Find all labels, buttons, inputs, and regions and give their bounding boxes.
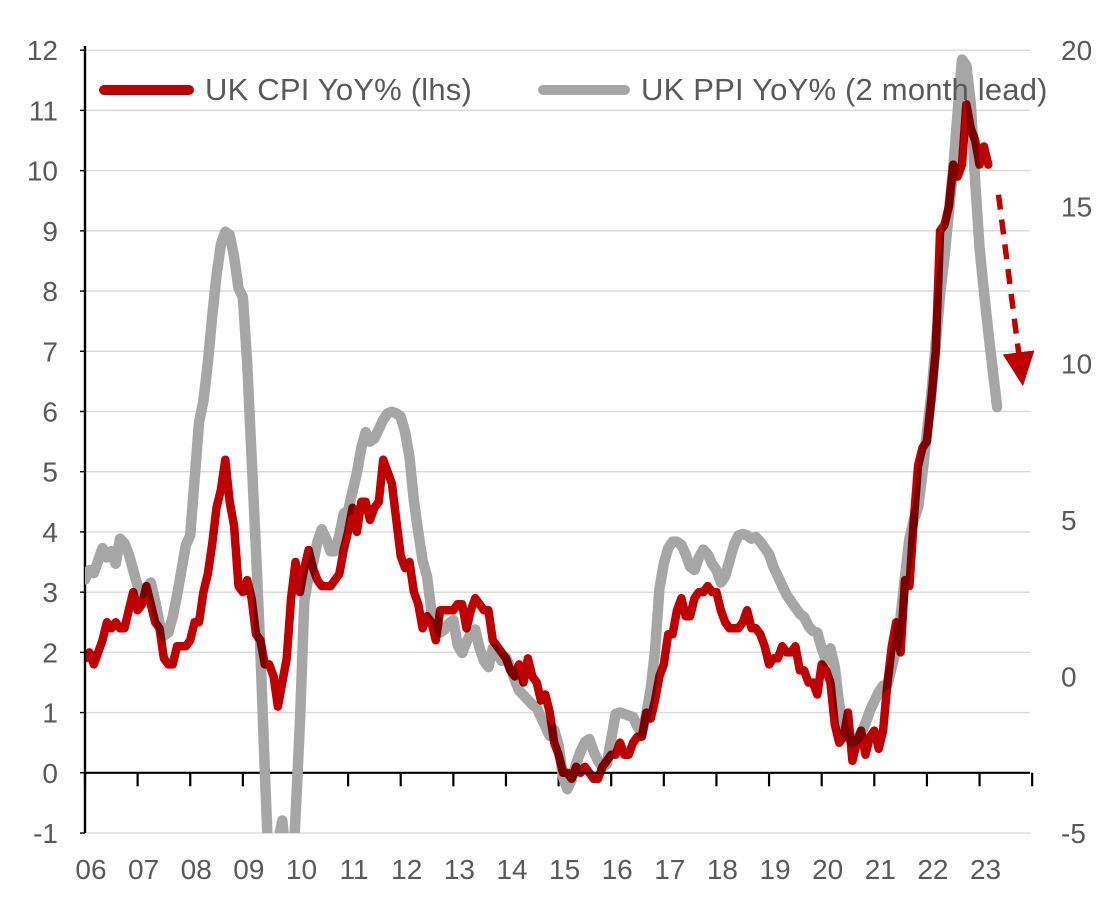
y-axis-left-tick-label: 4 [42, 517, 58, 548]
y-axis-left-tick-label: 1 [42, 698, 58, 729]
data-series [85, 54, 1003, 833]
y-axis-left-tick-label: 5 [42, 457, 58, 488]
y-axis-left-tick-label: 7 [42, 336, 58, 367]
legend-item-cpi: UK CPI YoY% (lhs) [99, 72, 472, 108]
y-axis-left-tick-label: 12 [27, 35, 58, 66]
y-axis-left-tick-label: 8 [42, 276, 58, 307]
y-axis-left-tick-label: 6 [42, 396, 58, 427]
y-axis-left-tick-label: 3 [42, 577, 58, 608]
x-axis-tick-label: 14 [496, 854, 527, 885]
x-axis-tick-label: 23 [970, 854, 1001, 885]
x-axis-tick-label: 08 [181, 854, 212, 885]
cpi-line-swatch-icon [99, 85, 194, 95]
forecast-arrow [995, 194, 1035, 387]
x-axis-tick-label: 21 [865, 854, 896, 885]
x-axis-tick-label: 09 [233, 854, 264, 885]
x-axis-tick-label: 16 [602, 854, 633, 885]
y-axis-right-tick-label: 10 [1061, 348, 1092, 379]
axes [80, 46, 1034, 834]
x-axis-tick-label: 22 [917, 854, 948, 885]
x-axis-tick-label: 15 [549, 854, 580, 885]
ppi-line-swatch-icon [538, 85, 630, 95]
x-axis-tick-label: 17 [654, 854, 685, 885]
x-axis-tick-label: 06 [75, 854, 106, 885]
y-axis-left-tick-label: 9 [42, 216, 58, 247]
y-axis-left-tick-label: 11 [29, 95, 58, 126]
y-axis-left-tick-label: -1 [33, 818, 58, 849]
annotations [995, 194, 1035, 387]
x-axis-tick-label: 19 [759, 854, 790, 885]
x-axis-tick-label: 20 [812, 854, 843, 885]
x-axis-tick-label: 07 [128, 854, 159, 885]
x-axis-tick-label: 12 [391, 854, 422, 885]
y-axis-left-tick-label: 2 [42, 637, 58, 668]
legend-item-ppi: UK PPI YoY% (2 month lead) [538, 72, 1048, 108]
y-axis-right-tick-label: 15 [1061, 192, 1092, 223]
cpi-line [85, 100, 993, 784]
gridlines [85, 49, 1030, 834]
y-axis-right-tick-label: -5 [1061, 818, 1086, 849]
y-axis-right-tick-label: 20 [1061, 35, 1092, 66]
y-axis-right-tick-label: 5 [1061, 505, 1077, 536]
ppi-legend-label: UK PPI YoY% (2 month lead) [641, 72, 1048, 107]
x-axis-tick-label: 11 [340, 854, 369, 885]
cpi-legend-label: UK CPI YoY% (lhs) [205, 72, 473, 107]
y-axis-left-tick-label: 0 [42, 758, 58, 789]
x-axis-tick-label: 13 [444, 854, 475, 885]
x-axis-tick-label: 10 [286, 854, 317, 885]
y-axis-left-tick-label: 10 [27, 156, 58, 187]
y-axis-right-tick-label: 0 [1061, 661, 1077, 692]
x-axis-tick-label: 18 [707, 854, 738, 885]
